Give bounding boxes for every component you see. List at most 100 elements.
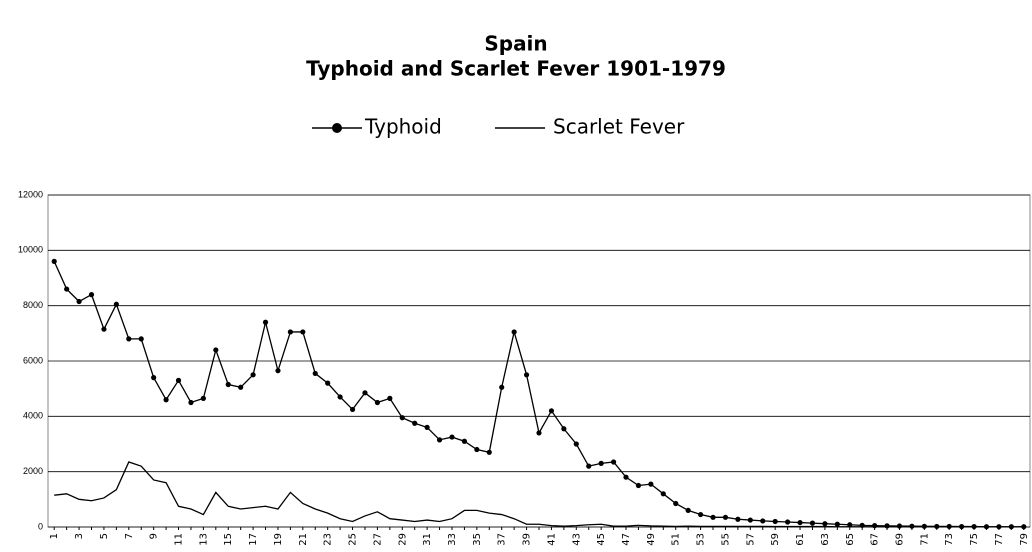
x-tick-label: 71 <box>919 533 930 546</box>
data-point <box>896 523 903 529</box>
data-point <box>561 426 567 432</box>
data-point <box>275 368 281 374</box>
legend-label: Scarlet Fever <box>553 115 685 139</box>
data-point <box>325 380 331 386</box>
data-point <box>399 415 405 421</box>
x-tick-label: 11 <box>174 533 185 546</box>
data-point <box>722 514 729 520</box>
data-point <box>747 517 753 523</box>
data-point <box>697 511 704 518</box>
data-point <box>412 420 418 426</box>
data-point <box>872 523 878 529</box>
legend-label: Typhoid <box>364 115 442 139</box>
data-point <box>797 519 803 526</box>
chart-subtitle: Typhoid and Scarlet Fever 1901-1979 <box>306 57 726 81</box>
x-tick-label: 27 <box>372 533 383 546</box>
x-tick-label: 21 <box>298 533 309 546</box>
data-point <box>113 301 119 307</box>
y-tick-label: 2000 <box>23 466 43 476</box>
x-tick-label: 3 <box>74 533 85 539</box>
x-tick-label: 73 <box>944 533 955 546</box>
data-point <box>648 481 654 487</box>
data-point <box>635 482 642 489</box>
data-point <box>238 384 244 390</box>
x-tick-label: 31 <box>422 533 433 546</box>
data-point <box>586 463 592 469</box>
data-point <box>200 395 206 401</box>
data-point <box>573 441 579 447</box>
data-point <box>250 372 256 378</box>
data-point <box>548 408 555 414</box>
x-tick-label: 49 <box>646 533 657 546</box>
x-tick-label: 35 <box>472 533 483 546</box>
data-point <box>424 424 430 430</box>
data-point <box>88 292 95 298</box>
data-point <box>461 438 468 444</box>
data-point <box>486 449 492 455</box>
data-point <box>349 406 356 413</box>
x-tick-label: 75 <box>969 533 980 546</box>
x-tick-label: 13 <box>198 533 209 546</box>
legend-marker <box>332 123 342 133</box>
data-point <box>374 399 381 406</box>
data-point <box>337 394 343 400</box>
x-tick-label: 5 <box>99 533 110 539</box>
x-tick-label: 7 <box>124 533 135 539</box>
data-point <box>809 520 816 526</box>
data-point <box>449 434 455 440</box>
data-point <box>287 329 293 335</box>
x-tick-label: 65 <box>845 533 856 546</box>
x-tick-label: 55 <box>720 533 731 546</box>
data-point <box>536 430 542 436</box>
data-point <box>884 523 890 529</box>
x-tick-label: 19 <box>273 533 284 546</box>
x-tick-label: 79 <box>1019 533 1030 546</box>
x-tick-label: 23 <box>323 533 334 546</box>
data-point <box>685 507 691 513</box>
data-point <box>362 390 368 396</box>
data-point <box>175 377 182 383</box>
data-point <box>76 298 82 305</box>
data-point <box>834 521 840 527</box>
data-point <box>660 491 666 497</box>
data-point <box>623 474 629 480</box>
x-tick-label: 15 <box>223 533 234 546</box>
y-tick-label: 8000 <box>23 300 43 310</box>
data-point <box>673 500 679 507</box>
data-point <box>772 518 778 525</box>
x-tick-label: 57 <box>745 533 756 546</box>
series-line <box>53 261 1024 528</box>
x-tick-label: 61 <box>795 533 806 546</box>
data-point <box>300 329 306 335</box>
x-tick-label: 51 <box>671 533 682 546</box>
chart-title: Spain <box>484 32 547 56</box>
y-tick-label: 12000 <box>18 189 43 199</box>
data-point <box>474 446 480 453</box>
y-tick-label: 4000 <box>23 411 43 421</box>
x-tick-label: 41 <box>546 533 557 546</box>
data-point <box>163 397 169 403</box>
y-tick-label: 10000 <box>18 245 43 255</box>
x-tick-label: 9 <box>149 533 160 539</box>
data-point <box>760 518 766 524</box>
data-point <box>598 460 604 466</box>
series-line <box>54 461 1024 528</box>
data-point <box>262 319 269 325</box>
data-point <box>499 384 505 390</box>
x-tick-label: 67 <box>870 533 881 546</box>
data-point <box>188 399 194 406</box>
data-point <box>387 395 393 401</box>
data-point <box>822 521 828 527</box>
data-point <box>735 516 741 522</box>
data-point <box>51 258 57 264</box>
data-point <box>138 336 144 342</box>
x-tick-label: 37 <box>497 533 508 546</box>
data-point <box>225 381 231 388</box>
x-tick-label: 1 <box>49 533 60 539</box>
x-tick-label: 43 <box>571 533 582 546</box>
data-point <box>785 519 791 525</box>
data-point <box>710 514 716 520</box>
x-tick-label: 47 <box>621 533 632 546</box>
y-tick-label: 6000 <box>23 355 43 365</box>
